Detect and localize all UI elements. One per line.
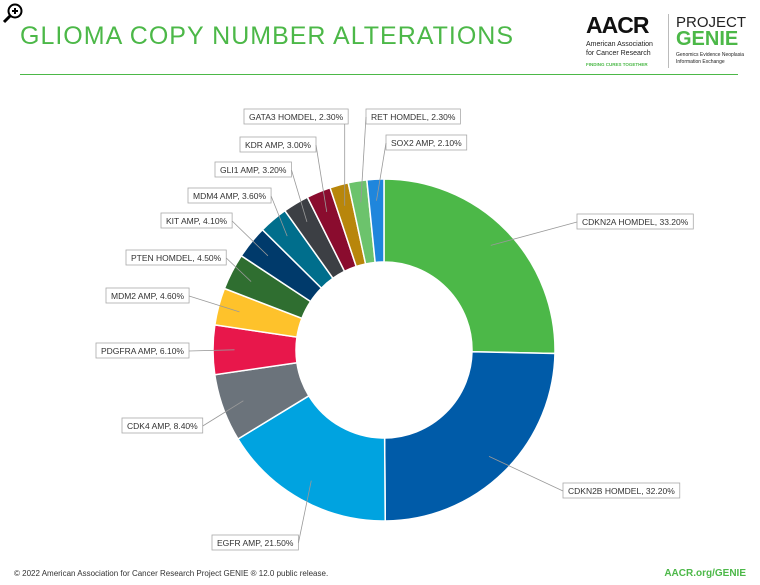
- label-box: [576, 213, 694, 230]
- leader-line: [488, 456, 564, 492]
- label-box: [187, 187, 272, 204]
- slice-label: MDM2 AMP, 4.60%: [111, 291, 185, 301]
- label-box: [105, 287, 190, 304]
- slice-label: RET HOMDEL, 2.30%: [371, 112, 456, 122]
- leader-line: [188, 349, 235, 352]
- slice-label: EGFR AMP, 21.50%: [217, 538, 294, 548]
- label-box: [562, 482, 681, 499]
- genie-subtitle: Genomics Evidence Neoplasia Information …: [676, 52, 745, 65]
- logo: AACR American Association for Cancer Res…: [586, 12, 746, 72]
- slice-label: CDKN2B HOMDEL, 32.20%: [568, 486, 675, 496]
- logo-divider: [668, 14, 669, 68]
- leader-line: [225, 257, 252, 282]
- copyright: © 2022 American Association for Cancer R…: [14, 569, 329, 578]
- leader-line: [188, 295, 240, 313]
- leader-line: [202, 400, 244, 427]
- leader-line: [297, 480, 312, 544]
- label-box: [95, 342, 190, 359]
- slice-label: SOX2 AMP, 2.10%: [391, 138, 462, 148]
- genie-link[interactable]: AACR.org/GENIE: [664, 568, 746, 579]
- slice-label: CDKN2A HOMDEL, 33.20%: [582, 217, 689, 227]
- slice-label: GLI1 AMP, 3.20%: [220, 165, 287, 175]
- leader-line: [291, 169, 308, 223]
- label-box: [214, 161, 292, 178]
- slice-label: GATA3 HOMDEL, 2.30%: [249, 112, 344, 122]
- donut-slice: [365, 178, 385, 264]
- aacr-tagline: FINDING CURES TOGETHER: [586, 62, 648, 67]
- aacr-logo: AACR: [586, 12, 649, 38]
- slice-label: KIT AMP, 4.10%: [166, 216, 228, 226]
- label-box: [385, 134, 468, 151]
- leader-line: [376, 142, 387, 201]
- label-box: [121, 417, 204, 434]
- page-title: GLIOMA COPY NUMBER ALTERATIONS: [20, 22, 514, 50]
- label-box: [160, 212, 233, 229]
- leader-line: [270, 195, 288, 237]
- leader-line: [490, 221, 578, 246]
- genie-logo: GENIE: [676, 28, 739, 50]
- leader-line: [231, 220, 269, 257]
- donut-slice: [236, 394, 386, 522]
- label-box: [243, 108, 349, 125]
- leader-line: [360, 116, 367, 203]
- slice-label: KDR AMP, 3.00%: [245, 140, 311, 150]
- leader-line: [315, 144, 328, 212]
- label-box: [125, 249, 227, 266]
- slice-label: MDM4 AMP, 3.60%: [193, 191, 267, 201]
- slice-label: CDK4 AMP, 8.40%: [127, 421, 198, 431]
- zoom-in-icon[interactable]: [2, 2, 24, 24]
- label-box: [239, 136, 317, 153]
- donut-slice: [383, 351, 556, 522]
- project-label: PROJECT: [676, 14, 747, 31]
- title-divider: [20, 74, 738, 75]
- slice-label: PTEN HOMDEL, 4.50%: [131, 253, 222, 263]
- donut-slice: [383, 178, 556, 355]
- aacr-subtitle: American Association for Cancer Research: [586, 41, 653, 57]
- label-box: [365, 108, 461, 125]
- slice-label: PDGFRA AMP, 6.10%: [101, 346, 184, 356]
